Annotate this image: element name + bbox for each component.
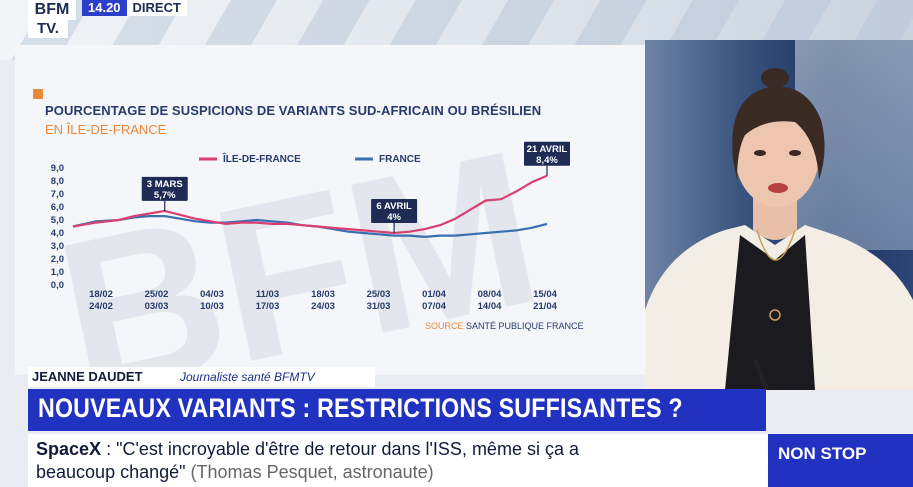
annotation-value: 8,4% xyxy=(536,155,558,166)
logo-top: BFM xyxy=(28,0,76,20)
legend-label: ÎLE-DE-FRANCE xyxy=(222,152,301,165)
y-tick-label: 9,0 xyxy=(51,163,64,174)
headline-text: NOUVEAUX VARIANTS : RESTRICTIONS SUFFISA… xyxy=(38,393,683,423)
y-tick-label: 5,0 xyxy=(51,215,64,226)
annotation-date: 3 MARS xyxy=(147,179,183,190)
y-tick-label: 6,0 xyxy=(51,202,64,213)
x-tick-label-top: 15/04 xyxy=(533,289,557,300)
y-tick-label: 7,0 xyxy=(51,189,64,200)
x-tick-label-bottom: 24/03 xyxy=(311,301,335,312)
y-tick-label: 3,0 xyxy=(51,241,64,252)
live-time: 14.20 xyxy=(82,0,127,16)
chart-title: POURCENTAGE DE SUSPICIONS DE VARIANTS SU… xyxy=(45,103,542,118)
chart-source-value: SANTÉ PUBLIQUE FRANCE xyxy=(466,321,584,331)
chart-source: SOURCE SANTÉ PUBLIQUE FRANCE xyxy=(425,321,584,331)
chart-accent-square xyxy=(33,89,43,99)
annotation-date: 6 AVRIL xyxy=(376,201,412,212)
annotation-value: 4% xyxy=(387,212,401,223)
x-tick-label-bottom: 21/04 xyxy=(533,301,557,312)
presenter-image xyxy=(645,68,913,390)
x-tick-label-top: 25/02 xyxy=(145,289,169,300)
ticker-quote-2: beaucoup changé" xyxy=(36,462,186,482)
x-tick-label-bottom: 31/03 xyxy=(367,301,391,312)
x-tick-label-top: 18/03 xyxy=(311,289,335,300)
news-ticker: SpaceX : "C'est incroyable d'être de ret… xyxy=(28,434,768,487)
ticker-topic: SpaceX xyxy=(36,439,102,459)
ticker-line-2: beaucoup changé" (Thomas Pesquet, astron… xyxy=(36,462,434,483)
chart-subtitle: EN ÎLE-DE-FRANCE xyxy=(45,122,167,137)
ticker-quote-1: : "C'est incroyable d'être de retour dan… xyxy=(106,439,579,459)
annotation-box xyxy=(141,176,188,201)
annotation-value: 5,7% xyxy=(154,190,176,201)
live-label: DIRECT xyxy=(132,0,181,15)
annotation-box xyxy=(524,141,570,166)
x-tick-label-top: 11/03 xyxy=(256,289,279,300)
chart-panel: BFM POURCENTAGE DE SUSPICIONS DE VARIANT… xyxy=(15,45,645,375)
annotation-date: 21 AVRIL xyxy=(527,144,568,155)
live-banner: 14.20 DIRECT xyxy=(82,0,187,16)
x-tick-label-bottom: 24/02 xyxy=(89,301,113,312)
y-tick-label: 0,0 xyxy=(51,280,64,291)
annotation-box xyxy=(371,199,418,223)
non-stop-label: NON STOP xyxy=(778,444,867,463)
x-tick-label-top: 01/04 xyxy=(422,289,446,300)
legend-label: FRANCE xyxy=(379,154,421,165)
x-tick-label-top: 08/04 xyxy=(478,289,502,300)
line-chart: 9,0 8,0 7,0 6,0 5,0 4,0 3,0 2,0 1,0 0,0 18/0224/02… xyxy=(51,141,570,312)
x-tick-label-top: 04/03 xyxy=(200,289,224,300)
y-tick-label: 1,0 xyxy=(51,267,64,278)
name-strip: JEANNE DAUDET Journaliste santé BFMTV xyxy=(28,367,375,387)
y-tick-label: 8,0 xyxy=(51,176,64,187)
x-tick-label-bottom: 17/03 xyxy=(256,301,280,312)
headline-banner: NOUVEAUX VARIANTS : RESTRICTIONS SUFFISA… xyxy=(28,389,766,431)
y-tick-label: 4,0 xyxy=(51,228,64,239)
logo-bottom: TV. xyxy=(28,20,68,38)
x-tick-label-top: 18/02 xyxy=(89,289,113,300)
y-tick-label: 2,0 xyxy=(51,254,64,265)
bfmtv-logo: BFM TV. xyxy=(28,0,76,40)
x-tick-label-bottom: 14/04 xyxy=(478,301,502,312)
x-tick-label-bottom: 10/03 xyxy=(200,301,224,312)
non-stop-badge: NON STOP xyxy=(768,434,913,487)
speaker-role: Journaliste santé BFMTV xyxy=(180,370,315,384)
ticker-line-1: SpaceX : "C'est incroyable d'être de ret… xyxy=(36,439,579,460)
bfm-watermark: BFM xyxy=(40,103,557,375)
speaker-name: JEANNE DAUDET xyxy=(32,369,143,384)
x-tick-label-bottom: 03/03 xyxy=(145,301,169,312)
chart-source-label: SOURCE xyxy=(425,321,464,331)
x-tick-label-bottom: 07/04 xyxy=(422,301,446,312)
x-tick-label-top: 25/03 xyxy=(367,289,391,300)
ticker-attribution: (Thomas Pesquet, astronaute) xyxy=(190,462,434,482)
